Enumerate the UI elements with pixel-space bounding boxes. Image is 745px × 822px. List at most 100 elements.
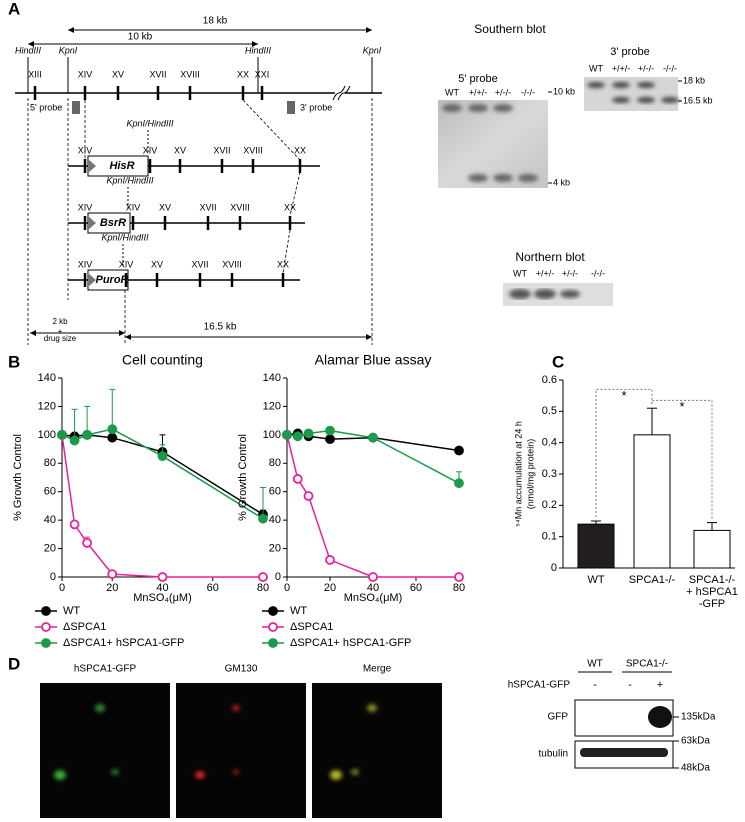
x-tick-label: SPCA1-/- + hSPCA1 -GFP — [686, 574, 738, 610]
data-point — [82, 537, 93, 548]
x-axis-label: MnSO₄(μM) — [344, 592, 403, 604]
lane-label: -/-/- — [663, 63, 677, 73]
data-point — [454, 572, 464, 582]
panel-label: D — [8, 654, 20, 673]
data-point — [57, 429, 67, 440]
lane-label: WT — [589, 63, 603, 73]
x-tick-label: WT — [587, 574, 605, 586]
panel-label: B — [8, 352, 20, 371]
lane-label: +/-/- — [495, 87, 511, 97]
band-label: tubulin — [539, 749, 568, 760]
y-tick-label: 0.2 — [542, 499, 557, 511]
y-tick-label: 80 — [269, 457, 281, 469]
y-tick-label: 20 — [269, 542, 281, 554]
exon-label: XVIII — [180, 69, 200, 79]
data-point — [157, 451, 168, 462]
x-tick-label: 40 — [367, 582, 379, 594]
sign-label: - — [593, 679, 597, 691]
lane-label: WT — [445, 87, 459, 97]
legend-marker — [41, 638, 51, 648]
lane-label: +/-/- — [562, 268, 578, 278]
image-label: GM130 — [225, 664, 258, 675]
y-tick-label: 0.4 — [542, 437, 557, 449]
lane-label: +/+/- — [536, 268, 555, 278]
y-tick-label: 0 — [50, 571, 56, 583]
blot-title: Southern blot — [474, 22, 546, 36]
x-tick-label: 80 — [453, 582, 465, 594]
data-point — [107, 424, 118, 435]
data-point — [325, 434, 335, 445]
size-label: 2 kb — [52, 317, 68, 326]
series-line — [286, 434, 459, 578]
data-point — [282, 429, 292, 440]
y-tick-label: 140 — [38, 372, 56, 384]
data-point — [82, 429, 93, 440]
data-point — [325, 555, 335, 565]
x-tick-label: 20 — [106, 582, 118, 594]
data-point — [258, 513, 268, 524]
data-point — [292, 474, 303, 484]
legend-label: ΔSPCA1 — [290, 621, 333, 633]
y-tick-label: 80 — [44, 457, 56, 469]
diagram-lines — [15, 85, 382, 345]
exon-label: XX — [294, 145, 306, 155]
marker-label: PuroR — [96, 274, 129, 286]
x-tick-label: 60 — [207, 582, 219, 594]
lane-label: +/-/- — [638, 63, 654, 73]
legend-marker — [268, 622, 278, 632]
x-tick-label: 20 — [324, 582, 336, 594]
exon-label: XVII — [199, 202, 216, 212]
y-axis-label: % Growth Control — [12, 434, 24, 521]
y-tick-label: 100 — [38, 429, 56, 441]
image-label: Merge — [363, 664, 392, 675]
y-tick-label: 40 — [44, 514, 56, 526]
data-point — [258, 572, 268, 582]
size-marker: 10 kb — [553, 86, 575, 96]
site-label: HindIII — [15, 45, 42, 55]
legend-label: WT — [290, 605, 307, 617]
y-tick-label: 120 — [38, 400, 56, 412]
lane-label: +/+/- — [612, 63, 631, 73]
probe — [287, 101, 295, 114]
exon-label: XV — [174, 145, 186, 155]
y-tick-label: 0.1 — [542, 531, 557, 543]
x-tick-label-box: SPCA1-/- — [629, 574, 675, 586]
exon-label: XX — [237, 69, 249, 79]
data-point — [454, 478, 464, 489]
significance-label: * — [679, 399, 684, 414]
y-tick-label: 0 — [551, 562, 557, 574]
exon-label: XIII — [28, 69, 42, 79]
exon-label: XV — [159, 202, 171, 212]
marker-label: BsrR — [100, 217, 126, 229]
x-tick-label: 0 — [59, 582, 65, 594]
group-label: SPCA1-/- — [626, 659, 668, 670]
size-marker: 18 kb — [683, 75, 705, 85]
lane-label: -/-/- — [591, 268, 605, 278]
span-label: 18 kb — [203, 16, 228, 27]
sign-label: - — [628, 679, 632, 691]
lane-label: +/+/- — [469, 87, 488, 97]
data-point — [303, 491, 314, 501]
size-marker: 135kDa — [681, 712, 716, 723]
size-marker: 4 kb — [553, 177, 570, 187]
site-label: HindIII — [245, 45, 272, 55]
legend-marker — [268, 606, 278, 616]
group-label: WT — [587, 659, 603, 670]
exon-label: XVIII — [222, 259, 242, 269]
legend-marker — [41, 622, 51, 632]
significance-label: * — [621, 388, 626, 403]
y-tick-label: 0 — [275, 571, 281, 583]
y-tick-label: 100 — [263, 429, 281, 441]
y-tick-label: 60 — [44, 486, 56, 498]
y-tick-label: 40 — [269, 514, 281, 526]
legend-label: WT — [63, 605, 80, 617]
data-point — [303, 428, 314, 439]
panel-label: A — [8, 0, 20, 18]
legend-label: ΔSPCA1+ hSPCA1-GFP — [290, 637, 411, 649]
data-point — [107, 432, 118, 443]
site-label: KpnI/HindIII — [106, 175, 154, 185]
data-point — [69, 435, 80, 446]
x-tick-label-box: WT — [587, 574, 605, 586]
size-label: drug size — [44, 334, 77, 343]
